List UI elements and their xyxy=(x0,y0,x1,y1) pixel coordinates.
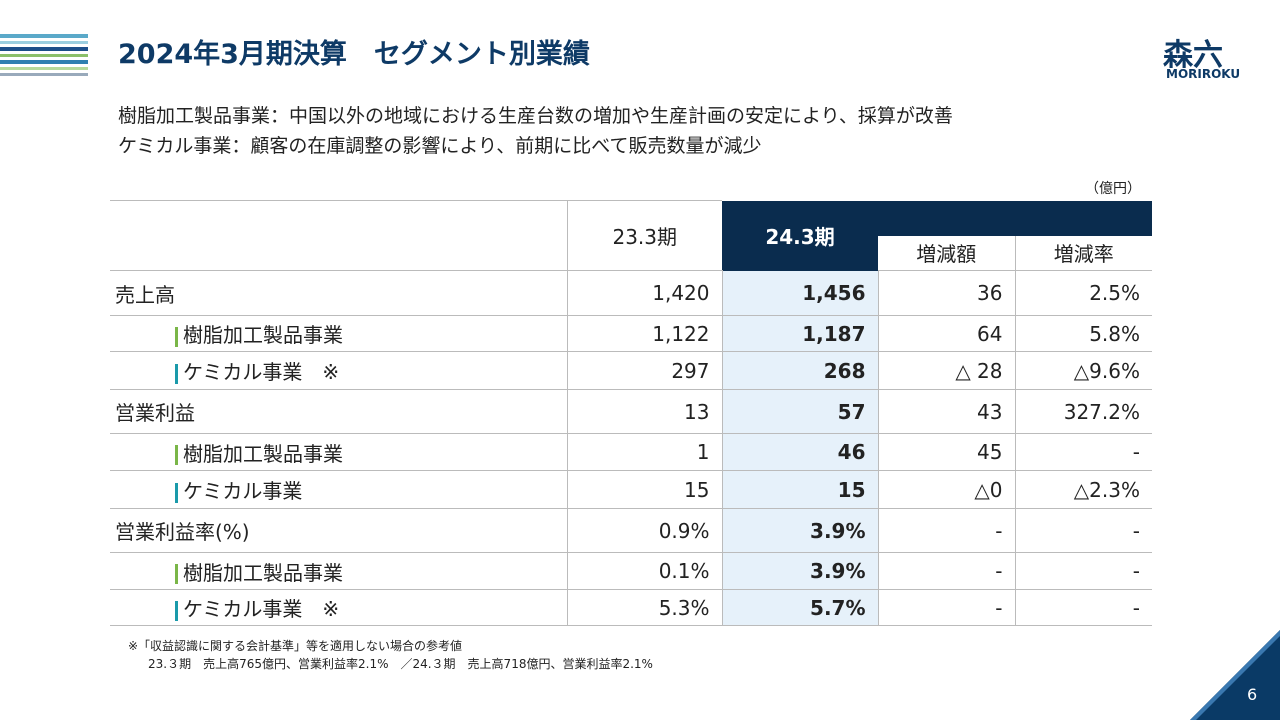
footnote: ※「収益認識に関する会計基準」等を適用しない場合の参考値 xyxy=(128,639,463,653)
cell: - xyxy=(1014,552,1152,590)
cell: 45 xyxy=(877,433,1015,471)
cell: 0.1% xyxy=(566,552,722,590)
cell: 1,187 xyxy=(721,315,878,352)
logo-name: MORIROKU xyxy=(1166,67,1241,81)
cell: - xyxy=(877,589,1015,626)
cell: 57 xyxy=(721,389,878,434)
row-label: 樹脂加工製品事業 xyxy=(110,433,567,471)
cell: △9.6% xyxy=(1014,351,1152,390)
col-header: 増減率 xyxy=(1014,235,1152,271)
cell: 5.7% xyxy=(721,589,878,626)
footnote: 23.３期 売上高765億円、営業利益率2.1% ／24.３期 売上高718億円… xyxy=(148,657,653,671)
cell: 1,122 xyxy=(566,315,722,352)
cell: 43 xyxy=(877,389,1015,434)
row-label: ケミカル事業 ※ xyxy=(110,351,567,390)
logo-mark: 森六 xyxy=(1163,38,1223,73)
cell: 36 xyxy=(877,270,1015,316)
cell: 13 xyxy=(566,389,722,434)
cell: 64 xyxy=(877,315,1015,352)
cell: 15 xyxy=(566,470,722,509)
unit: （億円） xyxy=(1085,181,1141,197)
cell: △0 xyxy=(877,470,1015,509)
cell: 5.3% xyxy=(566,589,722,626)
title: 2024年3月期決算 セグメント別業績 xyxy=(118,39,590,70)
segment-table: 23.3期 24.3期 増減額 増減率 売上高 1,420 1,456 36 2.5% 樹脂… xyxy=(110,200,1152,626)
cell: 268 xyxy=(721,351,878,390)
cell: 1 xyxy=(566,433,722,471)
col-header: 増減額 xyxy=(878,235,1015,271)
col-header: 23.3期 xyxy=(566,200,722,271)
cell: 5.8% xyxy=(1014,315,1152,352)
cell: 1,420 xyxy=(566,270,722,316)
cell: - xyxy=(877,552,1015,590)
label-text: ケミカル事業 ※ xyxy=(183,597,340,621)
cell: - xyxy=(1014,433,1152,471)
segment-marker xyxy=(175,600,178,621)
label-text: 売上高 xyxy=(115,282,175,307)
corner xyxy=(1190,630,1280,720)
cell: △2.3% xyxy=(1014,470,1152,509)
row-label: 売上高 xyxy=(110,270,567,316)
cell: - xyxy=(1014,589,1152,626)
row-label: ケミカル事業 xyxy=(110,470,567,509)
col-header: 24.3期 xyxy=(722,200,878,271)
summary-line: ケミカル事業：顧客の在庫調整の影響により、前期に比べて販売数量が減少 xyxy=(118,135,762,157)
cell: 0.9% xyxy=(566,508,722,553)
label-text: ケミカル事業 xyxy=(183,479,303,503)
segment-marker xyxy=(175,363,178,384)
row-label: 樹脂加工製品事業 xyxy=(110,315,567,352)
segment-marker xyxy=(175,445,178,465)
cell: - xyxy=(1014,508,1152,553)
label-text: 樹脂加工製品事業 xyxy=(183,323,343,347)
row-label: 営業利益 xyxy=(110,389,567,434)
row-label: 樹脂加工製品事業 xyxy=(110,552,567,590)
cell: 327.2% xyxy=(1014,389,1152,434)
label-text: 樹脂加工製品事業 xyxy=(183,441,343,466)
label-text: 営業利益 xyxy=(115,401,195,425)
cell: - xyxy=(877,508,1015,553)
page-number: 6 xyxy=(1247,685,1258,704)
label-text: 営業利益率(%) xyxy=(115,520,250,544)
cell: 1,456 xyxy=(721,270,878,316)
cell: 46 xyxy=(721,433,878,471)
cell: 2.5% xyxy=(1014,270,1152,316)
segment-marker xyxy=(175,564,178,584)
segment-marker xyxy=(175,482,178,503)
row-label: ケミカル事業 ※ xyxy=(110,589,567,626)
cell: △ 28 xyxy=(877,351,1015,390)
segment-marker xyxy=(175,326,178,347)
row-label: 営業利益率(%) xyxy=(110,508,567,553)
summary-line: 樹脂加工製品事業：中国以外の地域における生産台数の増加や生産計画の安定により、採… xyxy=(118,105,953,127)
label-text: ケミカル事業 ※ xyxy=(183,360,340,384)
cell: 15 xyxy=(721,470,878,509)
cell: 3.9% xyxy=(721,508,878,553)
label-text: 樹脂加工製品事業 xyxy=(183,560,343,585)
cell: 3.9% xyxy=(721,552,878,590)
cell: 297 xyxy=(566,351,722,390)
title-stripes xyxy=(0,34,88,76)
